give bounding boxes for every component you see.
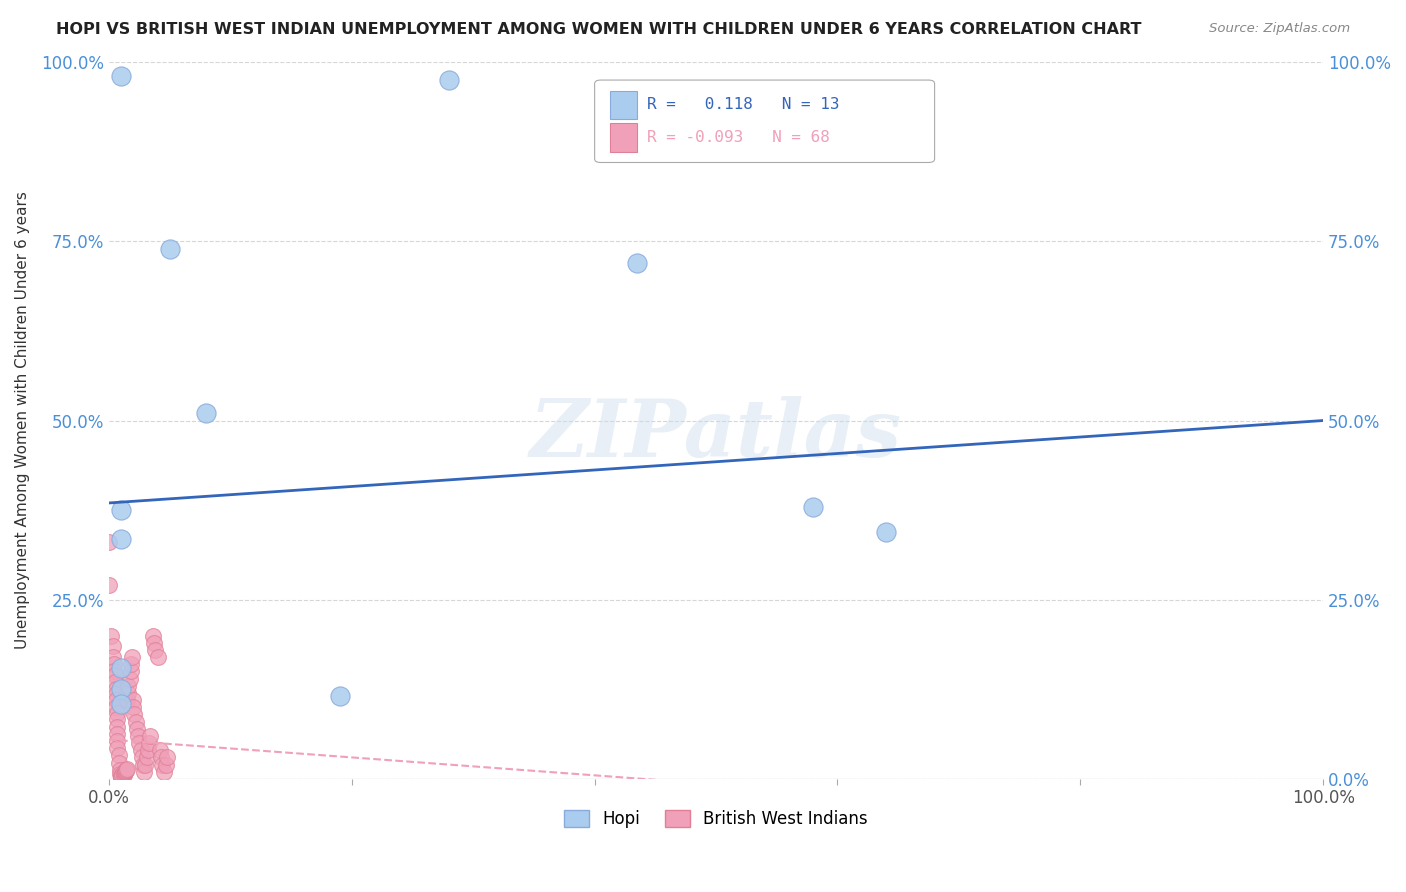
Point (125, 714, 148, 729)
Point (110, 682, 132, 697)
Point (107, 713, 129, 727)
Point (122, 693, 145, 707)
Point (152, 764, 174, 779)
Point (105, 687, 128, 701)
Point (105, 700, 128, 714)
Point (105, 693, 128, 707)
Point (110, 661, 132, 675)
Point (110, 70, 132, 84)
Point (125, 722, 148, 736)
Point (121, 650, 143, 665)
Point (114, 765, 136, 780)
Point (143, 643, 166, 657)
FancyBboxPatch shape (610, 91, 637, 120)
Point (156, 750, 179, 764)
Point (146, 650, 169, 665)
Point (129, 743, 152, 757)
Point (139, 729, 162, 743)
Point (437, 73, 460, 87)
Point (110, 503, 132, 517)
Point (104, 668, 127, 682)
Point (110, 770, 132, 784)
Point (142, 636, 165, 650)
Point (152, 757, 174, 772)
Point (107, 741, 129, 756)
Point (107, 727, 129, 741)
Point (120, 665, 142, 679)
Point (107, 748, 129, 763)
FancyBboxPatch shape (595, 80, 935, 162)
Point (98, 535, 121, 549)
Point (104, 675, 127, 690)
Point (112, 767, 135, 781)
Point (159, 242, 181, 256)
Point (122, 700, 145, 714)
Legend: Hopi, British West Indians: Hopi, British West Indians (557, 804, 875, 835)
Y-axis label: Unemployment Among Women with Children Under 6 years: Unemployment Among Women with Children U… (15, 192, 30, 649)
Point (117, 679, 139, 693)
Point (195, 406, 218, 420)
Point (107, 734, 129, 748)
Point (103, 657, 125, 672)
Point (120, 657, 142, 672)
Point (118, 672, 141, 686)
Point (108, 764, 131, 778)
Point (105, 682, 128, 697)
Point (103, 665, 125, 679)
Point (127, 729, 149, 743)
Point (107, 706, 129, 720)
Point (329, 690, 352, 704)
Point (110, 532, 132, 546)
Point (131, 750, 153, 764)
Point (150, 750, 173, 764)
Text: ZIPatlas: ZIPatlas (530, 396, 903, 474)
Text: Source: ZipAtlas.com: Source: ZipAtlas.com (1209, 22, 1350, 36)
Point (101, 640, 124, 654)
Point (801, 500, 824, 514)
Point (114, 764, 136, 778)
Point (110, 769, 132, 783)
Point (115, 762, 138, 776)
Point (134, 757, 156, 772)
FancyBboxPatch shape (610, 123, 637, 152)
Point (107, 756, 129, 771)
Point (155, 757, 177, 772)
Point (124, 707, 146, 722)
Point (110, 771, 132, 785)
Point (98, 578, 121, 592)
Point (111, 768, 134, 782)
Point (101, 650, 124, 665)
Point (114, 764, 136, 779)
Point (149, 743, 172, 757)
Point (115, 693, 138, 707)
Point (112, 766, 135, 780)
Point (132, 757, 155, 772)
Point (108, 767, 131, 781)
Point (110, 697, 132, 711)
Point (115, 764, 138, 778)
Point (875, 524, 897, 539)
Point (135, 750, 157, 764)
Point (138, 736, 160, 750)
Point (128, 736, 150, 750)
Point (117, 686, 139, 700)
Point (115, 763, 138, 777)
Point (100, 629, 122, 643)
Point (107, 720, 129, 734)
Text: HOPI VS BRITISH WEST INDIAN UNEMPLOYMENT AMONG WOMEN WITH CHILDREN UNDER 6 YEARS: HOPI VS BRITISH WEST INDIAN UNEMPLOYMENT… (56, 22, 1142, 37)
Point (626, 256, 648, 270)
Point (142, 629, 165, 643)
Text: R =   0.118   N = 13: R = 0.118 N = 13 (647, 97, 839, 112)
Text: R = -0.093   N = 68: R = -0.093 N = 68 (647, 130, 830, 145)
Point (134, 764, 156, 779)
Point (136, 743, 159, 757)
